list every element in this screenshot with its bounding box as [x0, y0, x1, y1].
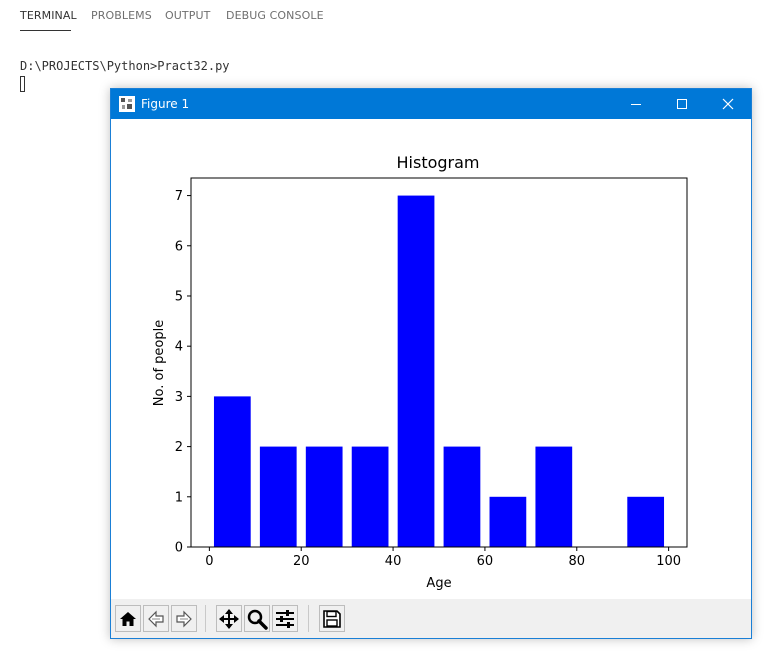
x-tick-label: 80 — [569, 554, 586, 569]
terminal-prompt-line: D:\PROJECTS\Python>Pract32.py — [20, 59, 230, 73]
active-tab-indicator — [20, 30, 71, 31]
back-icon — [148, 610, 164, 627]
x-axis-label: Age — [426, 576, 451, 591]
y-tick-label: 0 — [175, 541, 183, 556]
configure-subplots-icon — [276, 609, 294, 628]
forward-button[interactable] — [171, 605, 197, 632]
x-tick-label: 100 — [656, 554, 681, 569]
matplotlib-app-icon — [119, 96, 135, 112]
terminal-output[interactable]: D:\PROJECTS\Python>Pract32.py — [20, 58, 230, 75]
y-tick-label: 4 — [175, 340, 183, 355]
histogram-bar — [351, 446, 389, 547]
chart-title: Histogram — [397, 153, 480, 172]
tab-terminal[interactable]: TERMINAL — [20, 9, 77, 22]
toolbar-separator — [205, 605, 206, 632]
x-tick-label: 20 — [293, 554, 310, 569]
minimize-icon — [631, 104, 641, 105]
histogram-bar — [259, 446, 297, 547]
home-icon — [120, 611, 136, 626]
close-icon — [722, 98, 734, 110]
tab-output[interactable]: OUTPUT — [165, 9, 211, 22]
histogram-bar — [305, 446, 343, 547]
histogram-bar — [535, 446, 573, 547]
histogram-bar — [489, 496, 527, 547]
y-tick-label: 1 — [175, 490, 183, 505]
figure-canvas[interactable]: Histogram 0 20 40 60 80 100 0 1 2 3 4 5 6 7 Age No. … — [111, 119, 751, 599]
zoom-button[interactable] — [244, 605, 270, 632]
y-tick-label: 3 — [175, 390, 183, 405]
terminal-cursor — [20, 76, 25, 92]
panel-tabs: TERMINAL PROBLEMS OUTPUT DEBUG CONSOLE — [0, 0, 770, 34]
x-tick-label: 40 — [385, 554, 402, 569]
y-tick-label: 2 — [175, 440, 183, 455]
y-tick-label: 6 — [175, 239, 183, 254]
maximize-button[interactable] — [659, 89, 705, 119]
configure-subplots-button[interactable] — [272, 605, 298, 632]
maximize-icon — [677, 99, 687, 109]
histogram-chart: Histogram 0 20 40 60 80 100 0 1 2 3 4 5 6 7 Age No. … — [152, 153, 688, 591]
navigation-toolbar — [111, 599, 751, 638]
forward-icon — [176, 610, 192, 627]
minimize-button[interactable] — [613, 89, 659, 119]
y-tick-label: 5 — [175, 289, 183, 304]
window-title: Figure 1 — [141, 97, 190, 111]
tab-debug-console[interactable]: DEBUG CONSOLE — [226, 9, 324, 22]
window-titlebar[interactable]: Figure 1 — [111, 89, 751, 119]
x-tick-label: 60 — [477, 554, 494, 569]
histogram-bar — [397, 195, 435, 548]
figure-window: Figure 1 Histogram 0 20 40 60 80 100 0 1 2 3 4 5 6 7… — [110, 88, 752, 639]
x-tick-label: 0 — [205, 554, 213, 569]
y-axis-label: No. of people — [152, 320, 167, 406]
histogram-bar — [443, 446, 481, 547]
home-button[interactable] — [115, 605, 141, 632]
histogram-bar — [627, 496, 665, 547]
tab-problems[interactable]: PROBLEMS — [91, 9, 152, 22]
pan-icon — [219, 608, 239, 629]
save-button[interactable] — [319, 605, 345, 632]
save-icon — [323, 609, 341, 628]
zoom-icon — [247, 609, 268, 630]
plot-frame — [190, 177, 688, 548]
histogram-bar — [213, 396, 251, 547]
close-button[interactable] — [705, 89, 751, 119]
back-button[interactable] — [143, 605, 169, 632]
toolbar-separator — [308, 605, 309, 632]
y-tick-label: 7 — [175, 189, 183, 204]
pan-button[interactable] — [216, 605, 242, 632]
